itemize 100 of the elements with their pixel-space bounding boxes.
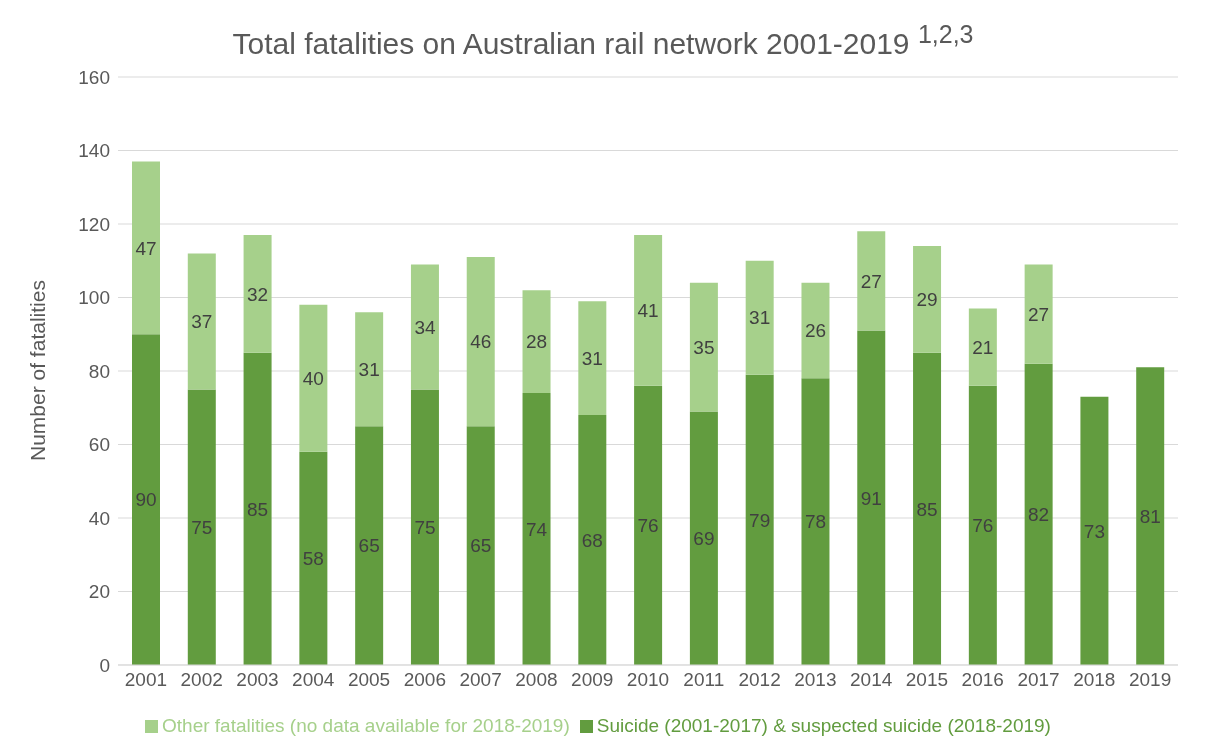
bar [578,415,607,665]
bar [857,231,886,331]
bar [1024,264,1053,364]
y-tick-label: 140 [78,140,110,162]
data-label: 37 [191,311,213,333]
bar [466,426,495,665]
y-tick-label: 20 [88,581,110,603]
y-axis-title: Number of fatalities [26,280,50,461]
data-label: 85 [916,498,938,520]
data-label: 82 [1028,504,1050,526]
data-label: 79 [749,509,771,531]
bar [187,253,216,390]
x-tick-label: 2007 [459,669,502,691]
data-label: 78 [804,511,827,533]
bar [634,385,663,665]
data-label: 35 [693,336,715,358]
x-tick-label: 2004 [292,669,335,691]
legend-label: Suicide (2001-2017) & suspected suicide (2018-2019) [596,715,1051,736]
bar [1080,396,1109,665]
bar [410,264,439,390]
bar [968,385,997,665]
bar [466,257,495,427]
x-tick-label: 2017 [1017,669,1060,691]
data-label: 31 [581,347,603,369]
bar [801,282,830,379]
bar [187,389,216,665]
data-label: 28 [525,331,548,353]
x-tick-label: 2013 [794,669,837,691]
x-tick-label: 2012 [738,669,781,691]
data-label: 40 [302,368,324,390]
data-label: 90 [135,489,157,511]
data-label: 34 [414,316,436,338]
y-tick-label: 80 [88,360,110,382]
x-tick-label: 2019 [1128,669,1172,691]
x-tick-label: 2001 [124,669,168,691]
bar [689,411,718,665]
x-tick-label: 2002 [180,669,223,691]
data-label: 81 [1139,505,1161,527]
x-tick-label: 2009 [571,669,614,691]
data-label: 91 [860,487,882,509]
bar [299,451,328,665]
x-tick-label: 2006 [403,669,446,691]
y-tick-label: 120 [78,213,110,235]
bar [745,260,774,375]
data-label: 27 [860,270,882,292]
bar [355,312,384,427]
data-label: 65 [470,535,492,557]
x-tick-label: 2011 [683,669,725,691]
data-label: 26 [804,320,827,342]
data-label: 76 [972,515,994,537]
bar [299,304,328,452]
bar [355,426,384,665]
data-label: 31 [749,307,771,329]
data-label: 74 [525,518,548,540]
bar [132,161,160,335]
y-tick-label: 40 [88,507,110,529]
data-label: 76 [637,515,659,537]
y-tick-label: 160 [78,66,110,88]
data-label: 75 [414,516,436,538]
data-label: 69 [693,527,715,549]
data-label: 68 [581,529,603,551]
chart-title: Total fatalities on Australian rail network 2001-2019 $^{1,2,3}$ [231,19,975,62]
x-tick-label: 2016 [961,669,1004,691]
bar [522,393,551,665]
bar [243,352,272,665]
bar [745,374,774,665]
data-label: 58 [302,548,324,570]
bar [857,330,886,665]
data-label: 46 [470,331,492,353]
data-label: 65 [358,535,380,557]
bar [968,308,997,386]
data-label: 73 [1083,520,1105,542]
bar [913,246,942,353]
x-tick-label: 2014 [850,669,893,691]
bar [913,352,942,665]
x-tick-label: 2003 [236,669,279,691]
x-tick-label: 2015 [905,669,949,691]
bar [1136,367,1165,665]
bar [578,301,607,416]
x-tick-label: 2008 [515,669,558,691]
data-label: 21 [972,336,994,358]
bar [1024,363,1053,665]
bar [522,290,551,394]
data-label: 29 [916,289,938,311]
data-label: 41 [637,300,659,322]
bar [410,389,439,665]
x-tick-label: 2010 [626,669,670,691]
bar [634,235,663,386]
y-tick-label: 60 [88,434,110,456]
bar [243,235,272,353]
bar [801,378,830,665]
bar [689,282,718,412]
y-tick-label: 100 [78,287,110,309]
x-tick-label: 2018 [1073,669,1116,691]
data-label: 32 [247,283,269,305]
bar [132,334,160,665]
data-label: 47 [135,237,157,259]
data-label: 85 [247,498,269,520]
data-label: 75 [191,516,213,538]
legend-label: Other fatalities (no data available for 2018-2019) [162,715,570,736]
